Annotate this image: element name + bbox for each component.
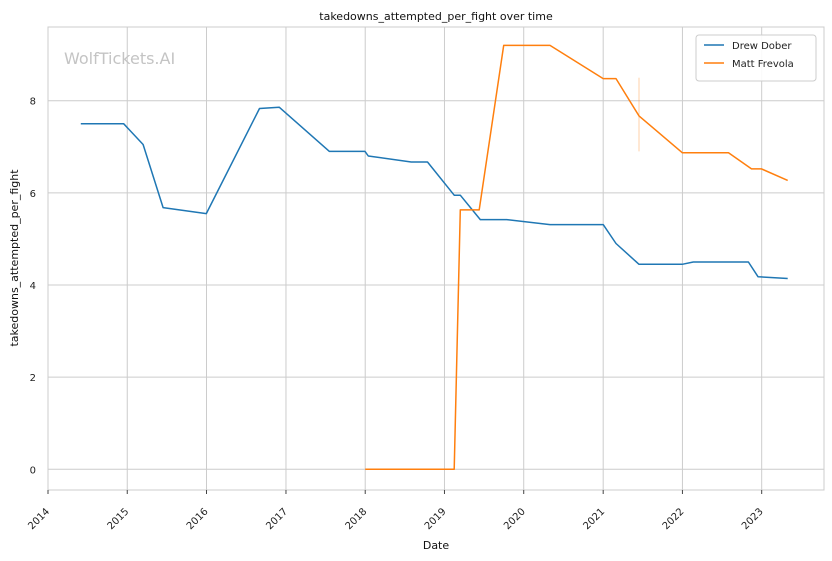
y-tick-label: 0	[30, 465, 36, 476]
y-tick-label: 4	[30, 281, 36, 292]
y-tick-label: 6	[30, 189, 36, 200]
plot-frame	[47, 26, 825, 491]
legend-label: Drew Dober	[732, 41, 792, 52]
legend-box	[695, 34, 817, 82]
series-lines	[80, 44, 789, 471]
legend: Drew Dober Matt Frevola	[695, 34, 817, 82]
x-axis-title: Date	[423, 539, 450, 552]
grid	[47, 27, 824, 490]
watermark: WolfTickets.AI	[64, 49, 175, 68]
y-axis-title: takedowns_attempted_per_fight	[8, 169, 21, 347]
y-tick-label: 2	[30, 373, 36, 384]
legend-label: Matt Frevola	[732, 59, 794, 70]
series-line-matt-frevola	[365, 44, 789, 471]
series-line-drew-dober	[80, 106, 788, 280]
y-tick-label: 8	[30, 97, 36, 108]
chart-title: takedowns_attempted_per_fight over time	[319, 10, 553, 23]
